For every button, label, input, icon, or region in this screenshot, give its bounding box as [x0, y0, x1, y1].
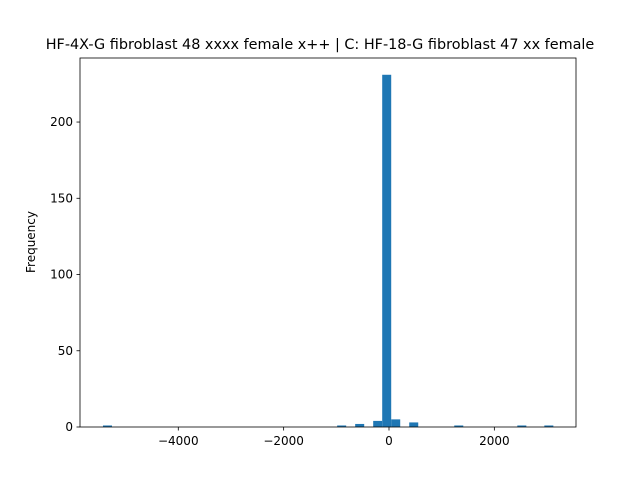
y-axis-label: Frequency: [24, 211, 38, 273]
x-tick-label: 2000: [479, 434, 510, 448]
y-tick-label: 150: [50, 191, 73, 205]
y-tick-label: 200: [50, 115, 73, 129]
bar: [373, 420, 383, 427]
x-tick-label: 0: [385, 434, 393, 448]
bar: [544, 425, 554, 427]
bar: [102, 425, 112, 427]
bar: [337, 425, 347, 427]
plot-frame: [79, 57, 577, 428]
x-tick-label: −4000: [158, 434, 199, 448]
bar: [382, 74, 392, 427]
bar: [355, 423, 365, 427]
y-tick-label: 50: [58, 344, 73, 358]
bar: [517, 425, 527, 427]
bar: [409, 422, 419, 427]
bar: [391, 419, 401, 427]
bar: [454, 425, 464, 427]
y-tick-label: 0: [65, 420, 73, 434]
y-tick-label: 100: [50, 268, 73, 282]
chart-title: HF-4X-G fibroblast 48 xxxx female x++ | …: [46, 37, 595, 53]
x-tick-label: −2000: [263, 434, 304, 448]
